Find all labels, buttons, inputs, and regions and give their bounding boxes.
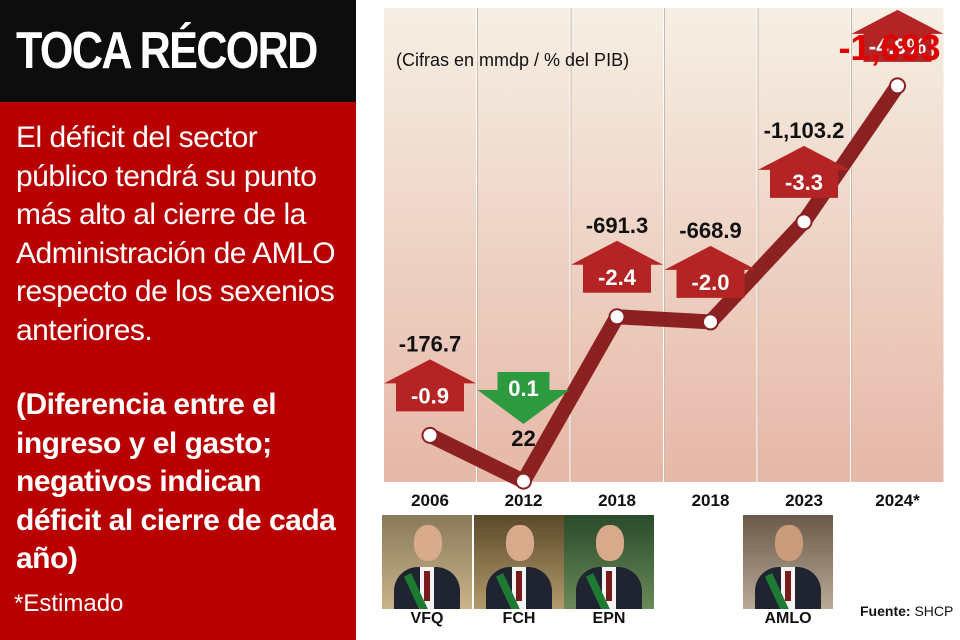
page-title: TOCA RÉCORD <box>16 22 318 80</box>
data-value-label: -176.7 <box>399 331 461 356</box>
data-value-label: -1,103.2 <box>764 118 845 143</box>
president-photo-epn <box>564 515 654 609</box>
data-point <box>421 426 439 444</box>
pct-gdp-label: -2.0 <box>692 270 730 295</box>
source-value: SHCP <box>914 603 954 619</box>
president-label: EPN <box>592 610 626 627</box>
president-photo-vfq <box>382 515 472 609</box>
x-tick-label: 2018 <box>692 491 730 510</box>
x-tick-label: 2024* <box>875 491 920 510</box>
data-point <box>889 77 906 95</box>
pct-gdp-label: -3.3 <box>785 170 823 195</box>
series-line <box>422 78 905 489</box>
up-arrow-badge <box>758 145 850 198</box>
president-label: AMLO <box>764 610 812 627</box>
president-label: VFQ <box>410 610 444 627</box>
president-photo-amlo <box>743 515 833 609</box>
pct-gdp-label: 0.1 <box>508 376 539 401</box>
pct-gdp-label: -4.9% <box>869 34 926 59</box>
source-note: Fuente: SHCP <box>860 603 953 619</box>
up-arrow-badge <box>851 9 944 62</box>
pct-gdp-label: -0.9 <box>411 383 449 408</box>
description-text: El déficit del sector público tendrá su … <box>16 121 336 347</box>
x-tick-label: 2012 <box>505 491 543 510</box>
chart-subtitle: (Cifras en mmdp / % del PIB) <box>396 50 629 70</box>
highlight-value-label: -1,693 <box>838 27 940 68</box>
column-background <box>664 8 757 482</box>
data-point <box>702 313 719 331</box>
data-point <box>795 213 813 231</box>
chart-panel: 2006 2012 2018 2018 2023 2024* (Cifras en mmd… <box>356 0 960 640</box>
data-point <box>515 472 532 490</box>
data-value-label: -691.3 <box>586 213 648 238</box>
down-arrow-badge <box>477 372 570 424</box>
up-arrow-badge <box>384 359 476 412</box>
data-point <box>608 308 626 326</box>
up-arrow-badge <box>571 240 663 293</box>
deficit-chart: 2006 2012 2018 2018 2023 2024* (Cifras en mmd… <box>384 8 944 510</box>
source-label: Fuente: <box>860 603 911 619</box>
note-text: (Diferencia entre el ingreso y el gasto;… <box>16 388 336 575</box>
left-panel: TOCA RÉCORD El déficit del sector públic… <box>0 0 356 640</box>
up-arrow-badge <box>664 245 757 298</box>
president-photo-fch <box>474 515 564 609</box>
x-tick-label: 2018 <box>598 491 636 510</box>
data-value-label: 22 <box>511 426 535 451</box>
footnote-text: *Estimado <box>14 590 124 617</box>
data-value-label: -668.9 <box>679 218 741 243</box>
x-tick-label: 2023 <box>785 491 823 510</box>
x-tick-label: 2006 <box>411 491 449 510</box>
pct-gdp-label: -2.4 <box>598 265 637 290</box>
president-label: FCH <box>502 610 536 627</box>
title-banner: TOCA RÉCORD <box>0 0 356 102</box>
column-background <box>758 8 850 482</box>
